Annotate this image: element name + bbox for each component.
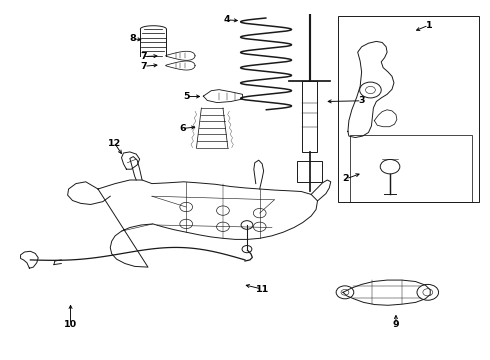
Text: 9: 9 <box>392 320 399 329</box>
Text: 11: 11 <box>255 284 269 294</box>
Text: 4: 4 <box>224 15 231 24</box>
Text: 5: 5 <box>183 92 190 101</box>
Text: 7: 7 <box>141 52 147 61</box>
Bar <box>297 161 322 182</box>
Text: 6: 6 <box>179 124 186 133</box>
Text: 12: 12 <box>108 139 122 148</box>
Bar <box>350 135 472 202</box>
Text: 10: 10 <box>64 320 77 329</box>
Text: 8: 8 <box>129 34 136 43</box>
Text: 1: 1 <box>425 21 432 30</box>
Text: 3: 3 <box>358 96 365 105</box>
Bar <box>302 81 317 152</box>
Text: 7: 7 <box>141 62 147 71</box>
Bar <box>338 16 479 202</box>
Text: 2: 2 <box>343 174 349 183</box>
